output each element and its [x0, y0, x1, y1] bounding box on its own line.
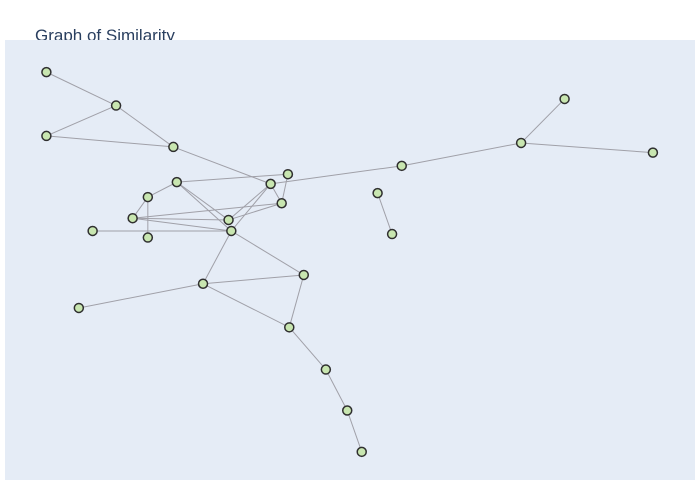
graph-edge — [147, 181, 178, 198]
graph-edge — [78, 283, 204, 309]
graph-edge — [346, 410, 363, 453]
graph-node[interactable] — [320, 364, 332, 375]
graph-node[interactable] — [396, 160, 407, 172]
graph-node[interactable] — [265, 178, 276, 190]
graph-edge — [228, 183, 271, 221]
graph-node[interactable] — [41, 130, 52, 142]
graph-edge — [176, 181, 232, 232]
graph-edge — [520, 98, 565, 144]
graph-node[interactable] — [223, 214, 234, 226]
graph-edge — [377, 192, 393, 235]
graph-edge — [228, 202, 282, 221]
graph-node[interactable] — [87, 225, 98, 237]
graph-node[interactable] — [559, 93, 570, 105]
graph-edge — [132, 217, 232, 232]
graph-node[interactable] — [372, 187, 383, 199]
graph-node[interactable] — [284, 322, 295, 333]
graph-edge — [46, 105, 117, 137]
graph-node[interactable] — [110, 100, 122, 111]
graph-edge — [270, 165, 402, 185]
graph-edge — [115, 105, 174, 148]
graph-node[interactable] — [341, 405, 353, 416]
graph-edge — [231, 230, 305, 276]
graph-node[interactable] — [298, 269, 310, 281]
graph-node[interactable] — [386, 228, 398, 240]
graph-edge — [176, 181, 229, 221]
graph-edge — [46, 71, 117, 107]
graph-edge — [46, 135, 174, 148]
graph-node[interactable] — [515, 137, 527, 149]
graph-edge — [288, 326, 327, 370]
graph-edge — [176, 173, 288, 183]
graph-edge — [401, 142, 522, 167]
graph-edge — [521, 142, 653, 154]
graph-edge — [202, 274, 304, 285]
graph-node[interactable] — [168, 141, 179, 153]
graph-node[interactable] — [356, 446, 367, 458]
graph-edge — [288, 274, 305, 328]
graph-node[interactable] — [276, 197, 287, 209]
graph-edge — [132, 217, 229, 221]
graph-node[interactable] — [282, 168, 294, 180]
graph-node[interactable] — [127, 212, 138, 224]
graph-edge — [173, 146, 271, 185]
graph-edge — [325, 369, 348, 411]
graph-edge — [202, 230, 232, 284]
graph-node[interactable] — [142, 191, 154, 203]
graph-edge — [132, 202, 282, 219]
graph-node[interactable] — [142, 232, 154, 243]
nodes-layer — [41, 66, 659, 458]
graph-edge — [230, 183, 272, 232]
graph-node[interactable] — [41, 66, 52, 78]
graph-node[interactable] — [226, 225, 237, 237]
graph-node[interactable] — [647, 147, 659, 158]
edges-layer — [46, 71, 653, 453]
graph-node[interactable] — [73, 302, 85, 314]
graph-node[interactable] — [171, 176, 183, 188]
graph-edge — [202, 283, 290, 328]
graph-node[interactable] — [197, 278, 209, 290]
